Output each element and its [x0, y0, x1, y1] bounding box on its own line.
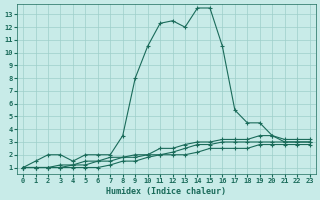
X-axis label: Humidex (Indice chaleur): Humidex (Indice chaleur)	[106, 187, 226, 196]
